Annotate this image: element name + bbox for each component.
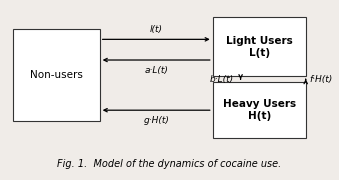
Text: a·L(t): a·L(t) [144,66,168,75]
Text: g·H(t): g·H(t) [143,116,169,125]
FancyBboxPatch shape [13,29,100,121]
Text: l(t): l(t) [150,24,163,33]
Text: Heavy Users
H(t): Heavy Users H(t) [223,99,296,121]
Text: f·H(t): f·H(t) [309,75,332,84]
Text: b·L(t): b·L(t) [210,75,234,84]
FancyBboxPatch shape [213,82,306,138]
Text: Light Users
L(t): Light Users L(t) [226,36,293,58]
Text: Non-users: Non-users [30,70,83,80]
FancyBboxPatch shape [213,17,306,76]
Text: Fig. 1.  Model of the dynamics of cocaine use.: Fig. 1. Model of the dynamics of cocaine… [57,159,282,169]
